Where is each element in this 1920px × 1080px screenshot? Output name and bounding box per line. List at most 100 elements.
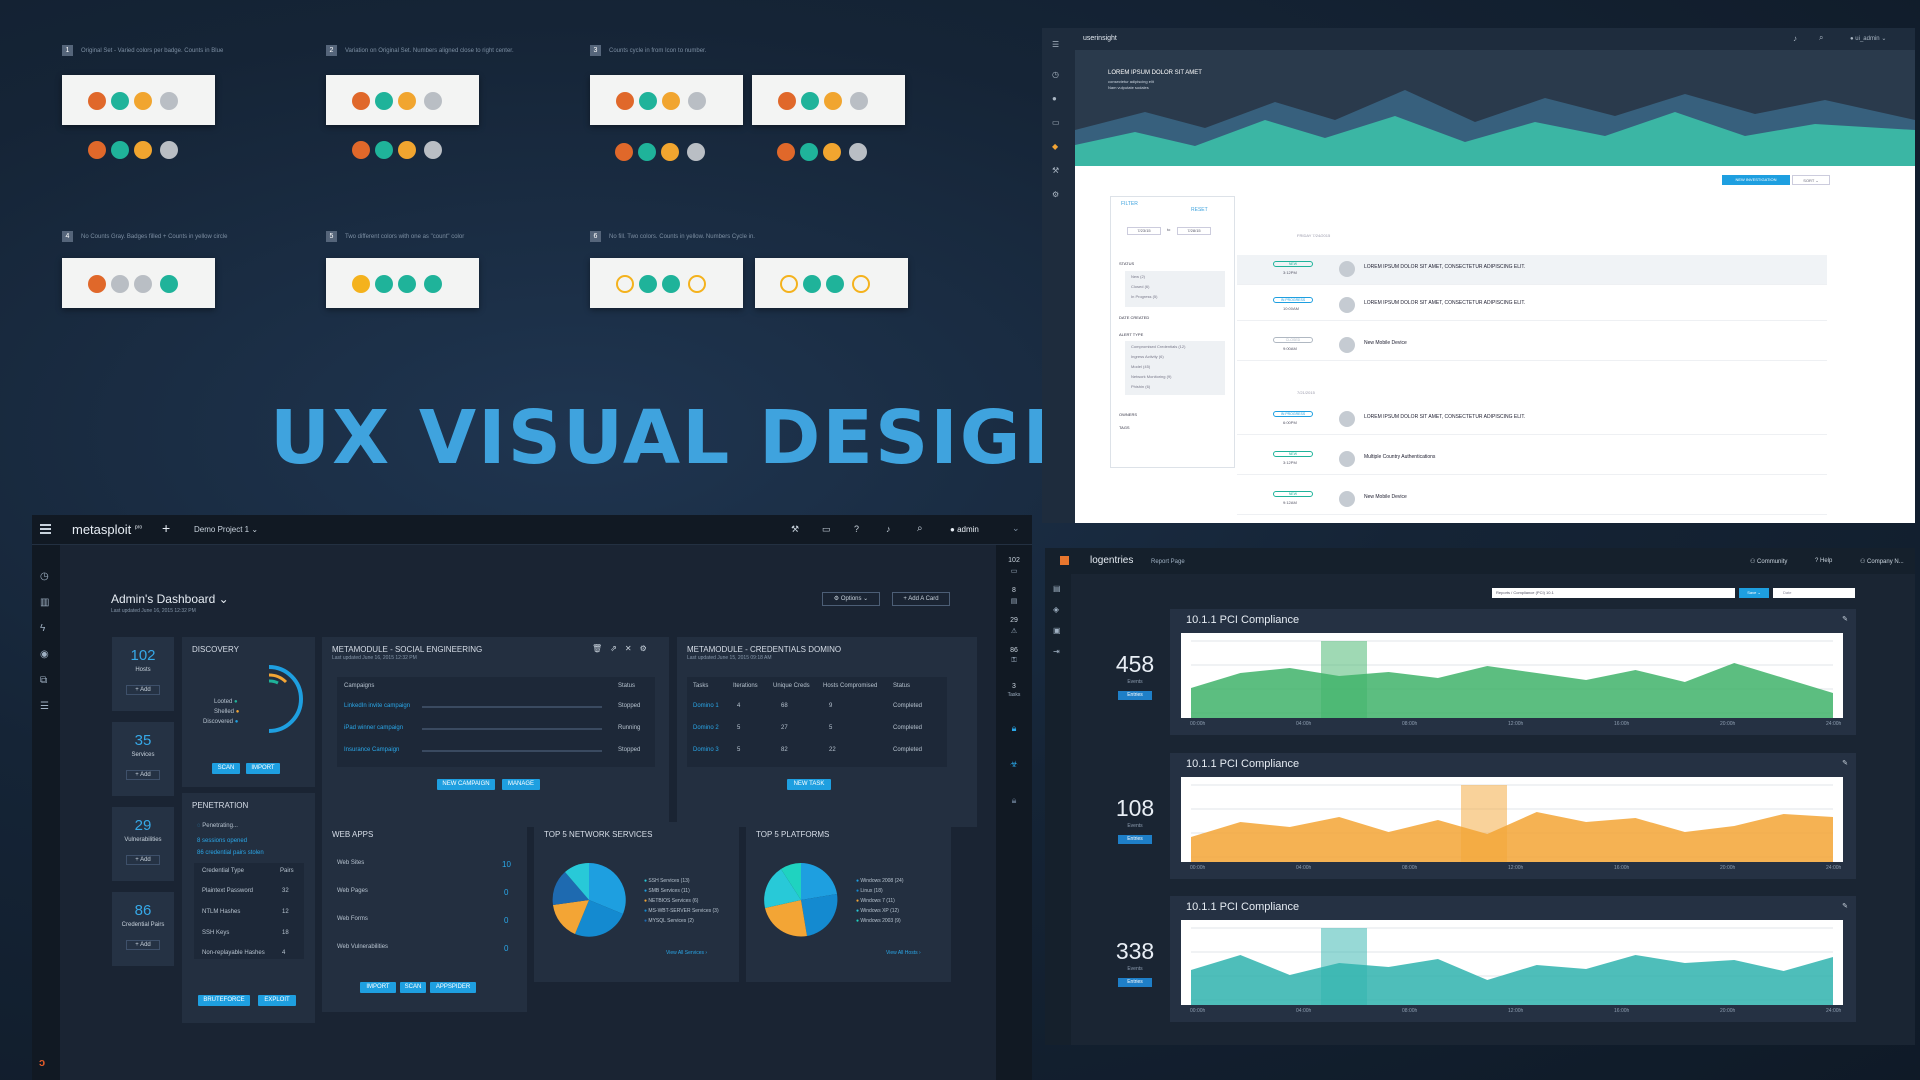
badge-icon	[615, 143, 633, 161]
owners-section[interactable]: OWNERS	[1119, 412, 1137, 417]
campaign-link[interactable]: LinkedIn invite campaign	[344, 703, 411, 709]
user-menu[interactable]: ● admin	[950, 525, 979, 534]
alert-row[interactable]: IN PROGRESS 6:00PM LOREM IPSUM DOLOR SIT A…	[1237, 405, 1827, 435]
report-path-input[interactable]: Reports / Compliance (PCI) 10.1	[1492, 588, 1735, 598]
entries-button[interactable]: Entries	[1118, 835, 1152, 844]
search-icon[interactable]: ⌕	[917, 523, 923, 534]
search-icon[interactable]: ⌕	[1819, 33, 1824, 42]
exploit-button[interactable]: EXPLOIT	[258, 995, 296, 1006]
list-icon[interactable]: ☰	[40, 701, 49, 712]
bruteforce-button[interactable]: BRUTEFORCE	[198, 995, 250, 1006]
network-icon[interactable]: ⧉	[40, 675, 48, 686]
user-menu[interactable]: ● ui_admin ⌄	[1850, 36, 1887, 42]
edit-icon[interactable]: ✎	[1842, 903, 1848, 910]
alert-title[interactable]: New Mobile Device	[1364, 494, 1407, 500]
menu-icon[interactable]	[40, 524, 51, 526]
filter-label: FILTER	[1121, 201, 1138, 207]
tag-icon[interactable]: ◈	[1053, 605, 1060, 614]
alert-type-section[interactable]: ALERT TYPE	[1119, 332, 1144, 337]
view-all-hosts-link[interactable]: View All Hosts ›	[886, 950, 921, 956]
new-investigation-button[interactable]: NEW INVESTIGATION	[1722, 175, 1790, 185]
edit-icon[interactable]: ✎	[1842, 760, 1848, 767]
stat-vulnerabilities[interactable]: 29 Vulnerabilities + Add	[112, 807, 174, 881]
menu-icon[interactable]: ☰	[1052, 40, 1060, 49]
alert-title[interactable]: LOREM IPSUM DOLOR SIT AMET, CONSECTETUR …	[1364, 300, 1526, 306]
alert-title[interactable]: Multiple Country Authentications	[1364, 454, 1436, 460]
help-link[interactable]: ? Help	[1815, 558, 1833, 564]
alert-title[interactable]: LOREM IPSUM DOLOR SIT AMET, CONSECTETUR …	[1364, 264, 1526, 270]
add-icon[interactable]: +	[162, 520, 171, 536]
date-to-input[interactable]: 7/28/15	[1177, 227, 1211, 235]
new-campaign-button[interactable]: NEW CAMPAIGN	[437, 779, 495, 790]
selection-range[interactable]	[1321, 641, 1367, 718]
dashboard-title[interactable]: Admin's Dashboard ⌄	[111, 592, 229, 606]
gear-icon[interactable]: ⚙	[1052, 190, 1060, 199]
help-icon[interactable]: ?	[854, 524, 860, 534]
alert-title[interactable]: New Mobile Device	[1364, 340, 1407, 346]
appspider-button[interactable]: APPSPIDER	[430, 982, 476, 993]
alert-title[interactable]: LOREM IPSUM DOLOR SIT AMET, CONSECTETUR …	[1364, 414, 1526, 420]
community-link[interactable]: ⚇ Community	[1750, 559, 1788, 565]
project-selector[interactable]: Demo Project 1 ⌄	[194, 525, 259, 534]
tags-section[interactable]: TAGS	[1119, 425, 1130, 430]
target-icon[interactable]: ◉	[40, 649, 49, 660]
filter-panel: FILTER RESET 7/23/15 to 7/28/15 STATUS N…	[1110, 196, 1235, 468]
status-section[interactable]: STATUS	[1119, 261, 1135, 266]
alert-row[interactable]: NEW 3:12PM Multiple Country Authentication…	[1237, 445, 1827, 475]
wrench-icon[interactable]: ⚒	[791, 524, 800, 534]
save-button[interactable]: Save ⌄	[1739, 588, 1769, 598]
sort-button[interactable]: SORT ⌄	[1792, 175, 1830, 185]
entries-button[interactable]: Entries	[1118, 691, 1152, 700]
campaign-link[interactable]: Insurance Campaign	[344, 747, 400, 753]
selection-range[interactable]	[1321, 928, 1367, 1005]
log-icon[interactable]: ▤	[1053, 584, 1061, 593]
selection-range[interactable]	[1461, 785, 1507, 862]
alert-row[interactable]: IN PROGRESS 10:00AM LOREM IPSUM DOLOR SIT …	[1237, 291, 1827, 321]
campaign-link[interactable]: iPad winner campaign	[344, 725, 404, 731]
lock-icon[interactable]: 🔒︎	[1011, 723, 1017, 733]
terminal-icon[interactable]: ▭	[822, 524, 831, 534]
view-all-services-link[interactable]: View All Services ›	[666, 950, 708, 956]
alert-icon[interactable]: ◆	[1052, 142, 1059, 151]
company-menu[interactable]: ⚇ Company N...	[1860, 559, 1904, 565]
options-button[interactable]: ⚙ Options ⌄	[822, 592, 880, 606]
panel-actions[interactable]: 🗑︎⇗✕⚙	[592, 644, 655, 653]
chart-icon[interactable]: ▥	[40, 597, 50, 608]
bell-icon[interactable]: ♪	[886, 524, 891, 534]
add-card-button[interactable]: + Add A Card	[892, 592, 950, 606]
bell-icon[interactable]: ♪	[1793, 34, 1797, 43]
monitor-icon: ▭	[1010, 568, 1018, 575]
alert-row[interactable]: CLOSED 9:00AM New Mobile Device	[1237, 331, 1827, 361]
bolt-icon[interactable]: ϟ	[40, 623, 46, 634]
stat-hosts[interactable]: 102 Hosts + Add	[112, 637, 174, 711]
scan-button[interactable]: SCAN	[212, 763, 240, 774]
import-button[interactable]: IMPORT	[360, 982, 396, 993]
reset-link[interactable]: RESET	[1191, 207, 1208, 213]
user-icon[interactable]: ●	[1052, 94, 1057, 103]
alert-row[interactable]: NEW 9:12AM New Mobile Device	[1237, 485, 1827, 515]
platforms-pie	[764, 863, 838, 937]
stat-services[interactable]: 35 Services + Add	[112, 722, 174, 796]
import-button[interactable]: IMPORT	[246, 763, 280, 774]
chat-icon[interactable]: ▭	[1052, 118, 1060, 127]
tool-icon[interactable]: ⚒	[1052, 166, 1060, 175]
image-icon[interactable]: ▣	[1053, 626, 1061, 635]
date-from-input[interactable]: 7/23/15	[1127, 227, 1161, 235]
stat-credential-pairs[interactable]: 86 Credential Pairs + Add	[112, 892, 174, 966]
report-page-link[interactable]: Report Page	[1151, 559, 1185, 565]
lock-icon[interactable]: 🔒︎	[1011, 795, 1017, 805]
badge-icon	[111, 92, 129, 110]
biohazard-icon[interactable]: ☣	[1009, 759, 1019, 769]
scan-button[interactable]: SCAN	[400, 982, 426, 993]
chevron-down-icon[interactable]: ⌄	[1012, 523, 1020, 533]
date-input[interactable]: Date	[1773, 588, 1855, 598]
entries-button[interactable]: Entries	[1118, 978, 1152, 987]
alert-row[interactable]: NEW 3:12PM LOREM IPSUM DOLOR SIT AMET, CON…	[1237, 255, 1827, 285]
edit-icon[interactable]: ✎	[1842, 616, 1848, 623]
new-task-button[interactable]: NEW TASK	[787, 779, 831, 790]
manage-button[interactable]: MANAGE	[502, 779, 540, 790]
date-created-section[interactable]: DATE CREATED	[1119, 315, 1150, 320]
clock-icon[interactable]: ◷	[40, 571, 49, 582]
clock-icon[interactable]: ◷	[1052, 70, 1059, 79]
export-icon[interactable]: ⇥	[1053, 647, 1060, 656]
